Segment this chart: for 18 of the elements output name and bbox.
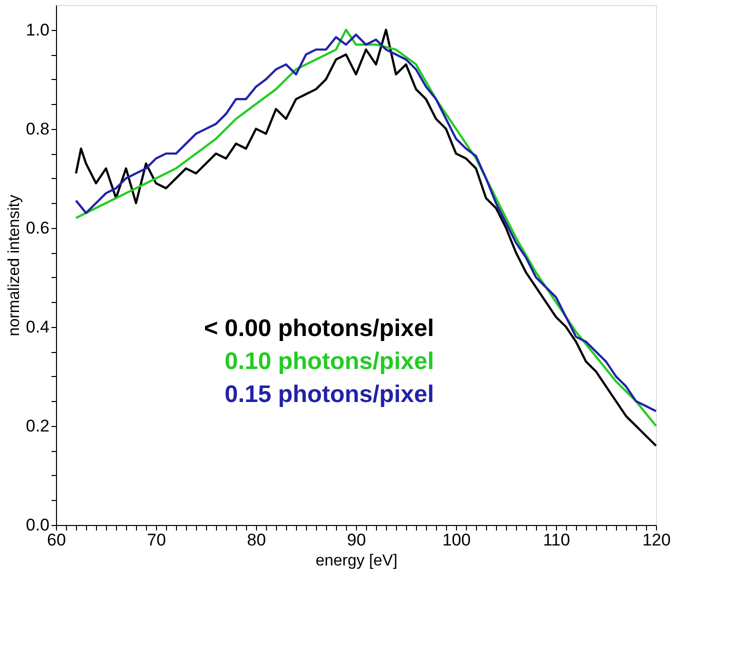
y-tick-label: 0.6 <box>26 218 50 238</box>
x-tick-label: 120 <box>642 530 671 550</box>
text: 0.10 photons/pixel <box>224 348 434 375</box>
text: < 0.00 photons/pixel <box>204 315 434 342</box>
y-tick-label: 1.0 <box>26 20 50 40</box>
y-axis-title: normalized intensity <box>6 194 23 336</box>
x-tick-label: 100 <box>442 530 471 550</box>
y-tick-label: 0.4 <box>26 317 50 336</box>
x-axis-title: energy [eV] <box>316 552 398 570</box>
x-tick-label: 90 <box>347 530 366 550</box>
y-tick-label: 0.0 <box>26 516 50 534</box>
text: 0.15 photons/pixel <box>224 381 434 408</box>
x-tick-label: 60 <box>47 530 66 550</box>
x-tick-label: 70 <box>147 530 166 550</box>
y-tick-label: 0.8 <box>26 119 50 138</box>
y-tick-label: 0.2 <box>26 416 50 436</box>
x-tick-label: 80 <box>247 530 266 550</box>
x-tick-label: 110 <box>542 530 570 550</box>
